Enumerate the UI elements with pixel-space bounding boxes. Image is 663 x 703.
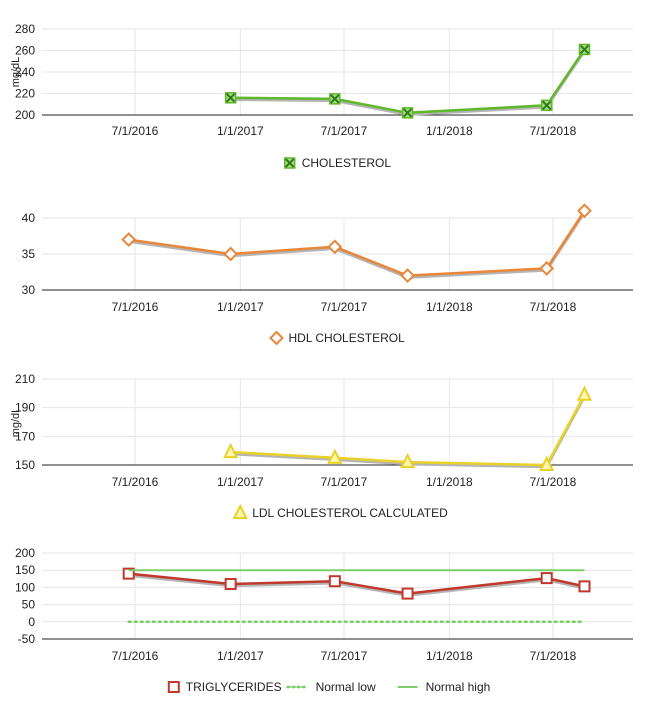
x-tick-label: 7/1/2017 [321,649,368,663]
legend-label: Normal low [316,680,376,694]
legend-label: HDL CHOLESTEROL [289,331,406,345]
y-tick-label: 280 [15,22,35,36]
legend-item-ldl-cholesterol-calculated: LDL CHOLESTEROL CALCULATED [232,503,448,520]
legend-marker [167,681,180,693]
hdl-cholesterol-line [128,210,586,277]
x-tick-label: 7/1/2018 [530,475,577,489]
cholesterol-line [230,48,586,115]
x-tick-label: 1/1/2017 [217,300,264,314]
legend-marker-icon [283,157,296,169]
y-tick-label: 40 [22,211,36,225]
legend-marker-icon [232,503,248,519]
y-tick-label: 0 [28,615,35,629]
y-tick-label: 30 [22,283,36,297]
triglycerides-point [578,580,591,593]
x-tick-label: 7/1/2018 [530,124,577,138]
x-tick-label: 1/1/2017 [217,124,264,138]
y-axis-label: mg/dL [10,57,22,88]
legend-item-normal-high: Normal high [397,680,491,694]
triglycerides-point [401,587,414,600]
x-tick-label: 7/1/2016 [112,475,159,489]
y-tick-label: 200 [15,546,35,560]
x-tick-label: 7/1/2018 [530,300,577,314]
ldl-cholesterol-calculated-point [223,442,239,459]
legend-item-cholesterol: CHOLESTEROL [283,156,392,170]
cholesterol-point-cross [579,44,590,55]
x-tick-label: 7/1/2016 [112,649,159,663]
legend-label: TRIGLYCERIDES [186,680,282,694]
x-tick-label: 1/1/2018 [426,475,473,489]
x-tick-label: 1/1/2018 [426,124,473,138]
y-tick-label: 190 [15,401,35,415]
y-tick-label: 200 [15,108,35,122]
legend-label: Normal high [426,680,491,694]
triglycerides-point [328,575,341,588]
chart-panel-2: 30 35 40 7/1/2016 1/1/2017 7/1/2017 1/1/2018 7/… [22,203,633,346]
legend-item-normal-low: Normal low [286,680,376,694]
hdl-cholesterol-point [539,260,555,276]
x-tick-label: 1/1/2017 [217,649,264,663]
ldl-cholesterol-calculated-point [327,448,343,464]
cholesterol-point-cross [225,93,236,103]
y-tick-label: 260 [15,44,35,58]
hdl-cholesterol-point [400,268,415,284]
triglycerides-point [540,572,553,585]
x-tick-label: 7/1/2017 [321,475,368,489]
y-tick-label: 150 [15,563,35,577]
legend-marker-icon [269,330,284,346]
ldl-cholesterol-calculated-point [539,455,555,471]
y-tick-label: 240 [15,65,35,79]
y-axis-label: mg/dL [10,407,22,438]
legend-label: CHOLESTEROL [302,156,392,170]
x-tick-label: 7/1/2018 [530,649,577,663]
legend-marker [269,330,284,346]
x-tick-label: 7/1/2016 [112,124,159,138]
x-tick-label: 1/1/2017 [217,475,264,489]
legend-item-triglycerides: TRIGLYCERIDES [167,680,282,694]
hdl-cholesterol-point [577,203,592,219]
chart-panel-3: 150 170 190 210 7/1/2016 1/1/2017 7/1/2017 1/1/… [10,372,633,520]
y-tick-label: 220 [15,87,35,101]
hdl-cholesterol-line-shadow [128,212,586,279]
cholesterol-point-cross [402,108,413,118]
legend-item-hdl-cholesterol: HDL CHOLESTEROL [269,330,406,346]
x-tick-label: 1/1/2018 [426,649,473,663]
legend-marker [232,503,248,519]
y-tick-label: 50 [22,598,36,612]
y-tick-label: 100 [15,580,35,594]
hdl-cholesterol-point [121,232,137,248]
cholesterol-point-cross [330,94,340,104]
cholesterol-point-cross [541,100,552,111]
chart-panel-1: 200 220 240 260 280 7/1/2016 1/1/2017 7/1/2017 1… [10,22,633,170]
x-tick-label: 7/1/2017 [321,124,368,138]
chart-panel-4: -50 0 50 100 150 200 7/1/2016 1/1/2017 7/1/2017 1… [15,546,633,694]
x-tick-label: 7/1/2017 [321,300,368,314]
triglycerides-line [128,572,585,595]
hdl-cholesterol-point [223,246,239,262]
y-tick-label: -50 [18,632,36,646]
legend-marker-cross [284,158,295,168]
x-tick-label: 1/1/2018 [426,300,473,314]
y-tick-label: 35 [22,247,36,261]
triglycerides-point [122,567,135,580]
triglycerides-line-shadow [128,574,585,597]
legend-label: LDL CHOLESTEROL CALCULATED [252,506,448,520]
y-tick-label: 150 [15,458,35,472]
x-tick-label: 7/1/2016 [112,300,159,314]
hdl-cholesterol-point [327,239,343,255]
y-tick-label: 170 [15,429,35,443]
ldl-cholesterol-calculated-point [576,385,593,401]
ldl-cholesterol-calculated-point [399,452,416,469]
legend-marker-icon [167,681,180,693]
triglycerides-point [224,577,237,590]
y-tick-label: 210 [15,372,35,386]
